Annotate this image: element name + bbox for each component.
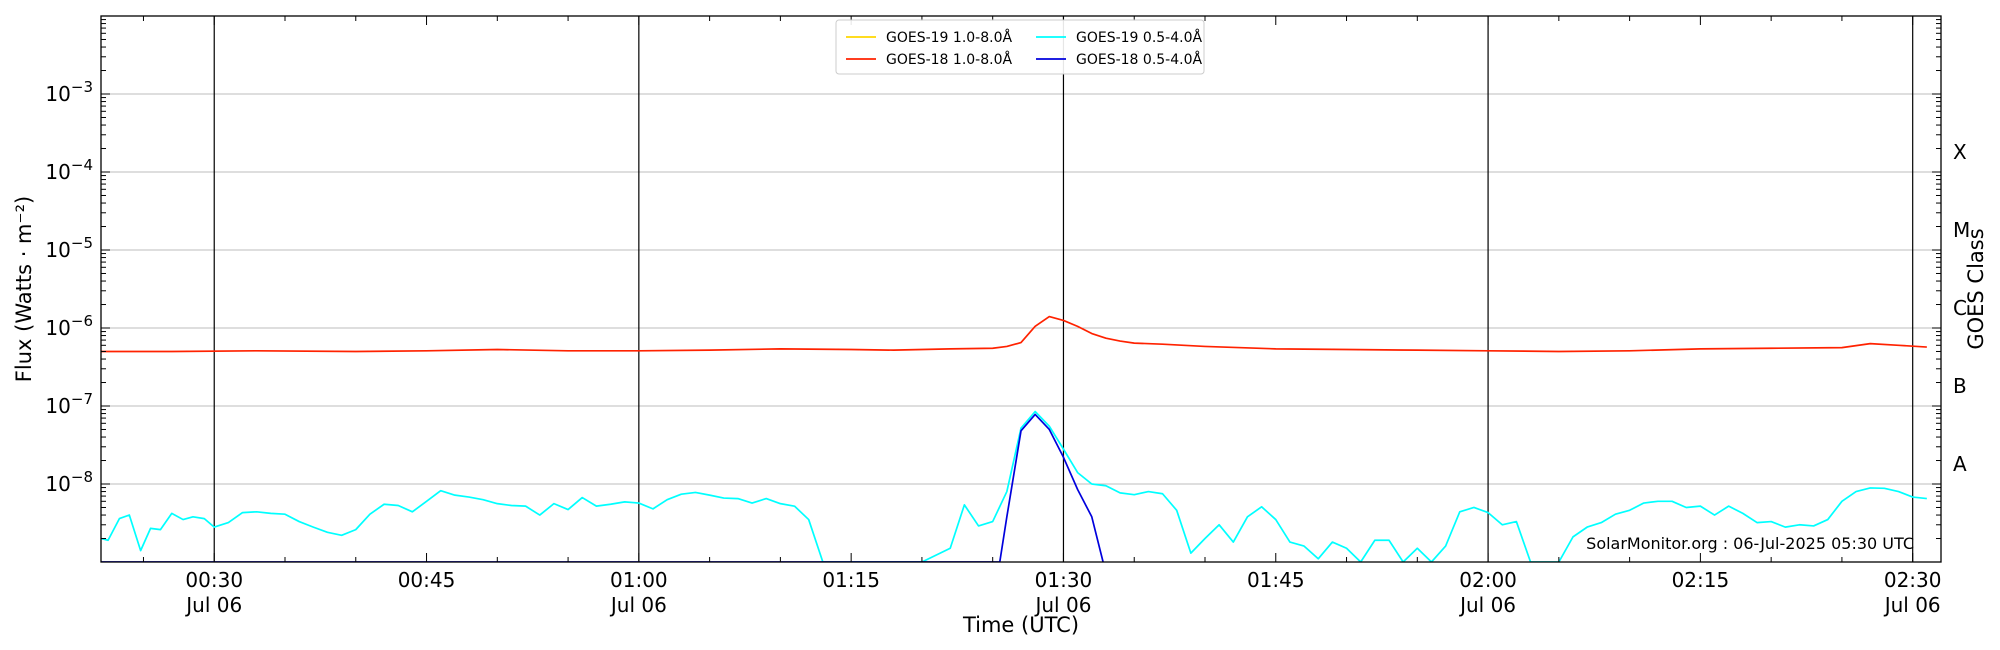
y-axis-label: Flux (Watts · m⁻²): [12, 196, 36, 382]
goes-class-label: B: [1953, 374, 1967, 398]
goes-class-label: C: [1953, 296, 1967, 320]
x-tick-date-label: Jul 06: [1458, 593, 1516, 617]
x-tick-label: 01:30: [1035, 568, 1093, 592]
x-tick-date-label: Jul 06: [609, 593, 667, 617]
x-tick-label: 00:30: [185, 568, 243, 592]
x-tick-label: 01:00: [610, 568, 668, 592]
credit-text: SolarMonitor.org : 06-Jul-2025 05:30 UTC: [1586, 534, 1914, 553]
y-tick-label: 10−4: [45, 156, 93, 184]
plot-frame: [100, 15, 1942, 563]
gridlines: [101, 93, 1941, 485]
x-tick-date-label: Jul 06: [1033, 593, 1091, 617]
legend-label: GOES-19 1.0-8.0Å: [886, 29, 1012, 46]
x-tick-date-label: Jul 06: [184, 593, 242, 617]
legend-label: GOES-18 1.0-8.0Å: [886, 51, 1012, 68]
legend-label: GOES-19 0.5-4.0Å: [1076, 29, 1202, 46]
series-line: [101, 315, 1927, 353]
y-tick-label: 10−7: [45, 390, 93, 418]
x-tick-label: 02:15: [1672, 568, 1730, 592]
x-tick-label: 02:00: [1459, 568, 1517, 592]
legend-label: GOES-18 0.5-4.0Å: [1076, 51, 1202, 68]
x-tick-label: 00:45: [398, 568, 456, 592]
day-markers: [213, 16, 1914, 562]
legend-box: [835, 19, 1205, 75]
axis-ticks: [101, 16, 1941, 563]
goes-class-label: A: [1953, 452, 1967, 476]
series-lines: [101, 315, 1927, 562]
y-tick-label: 10−8: [45, 468, 93, 496]
series-line: [101, 410, 1927, 562]
y-tick-label: 10−6: [45, 312, 93, 340]
x-axis-label: Time (UTC): [962, 613, 1079, 637]
goes-class-label: M: [1953, 218, 1970, 242]
goes-class-label: X: [1953, 140, 1967, 164]
legend: GOES-19 1.0-8.0Å GOES-18 1.0-8.0Å GOES-19 …: [835, 19, 1205, 75]
series-line: [101, 413, 1104, 562]
x-tick-label: 02:30: [1884, 568, 1942, 592]
right-axis-label: GOES Class: [1964, 228, 1988, 349]
x-tick-label: 01:15: [822, 568, 880, 592]
y-tick-label: 10−3: [45, 78, 93, 106]
y-tick-label: 10−5: [45, 234, 93, 262]
x-tick-label: 01:45: [1247, 568, 1305, 592]
x-tick-date-label: Jul 06: [1883, 593, 1941, 617]
